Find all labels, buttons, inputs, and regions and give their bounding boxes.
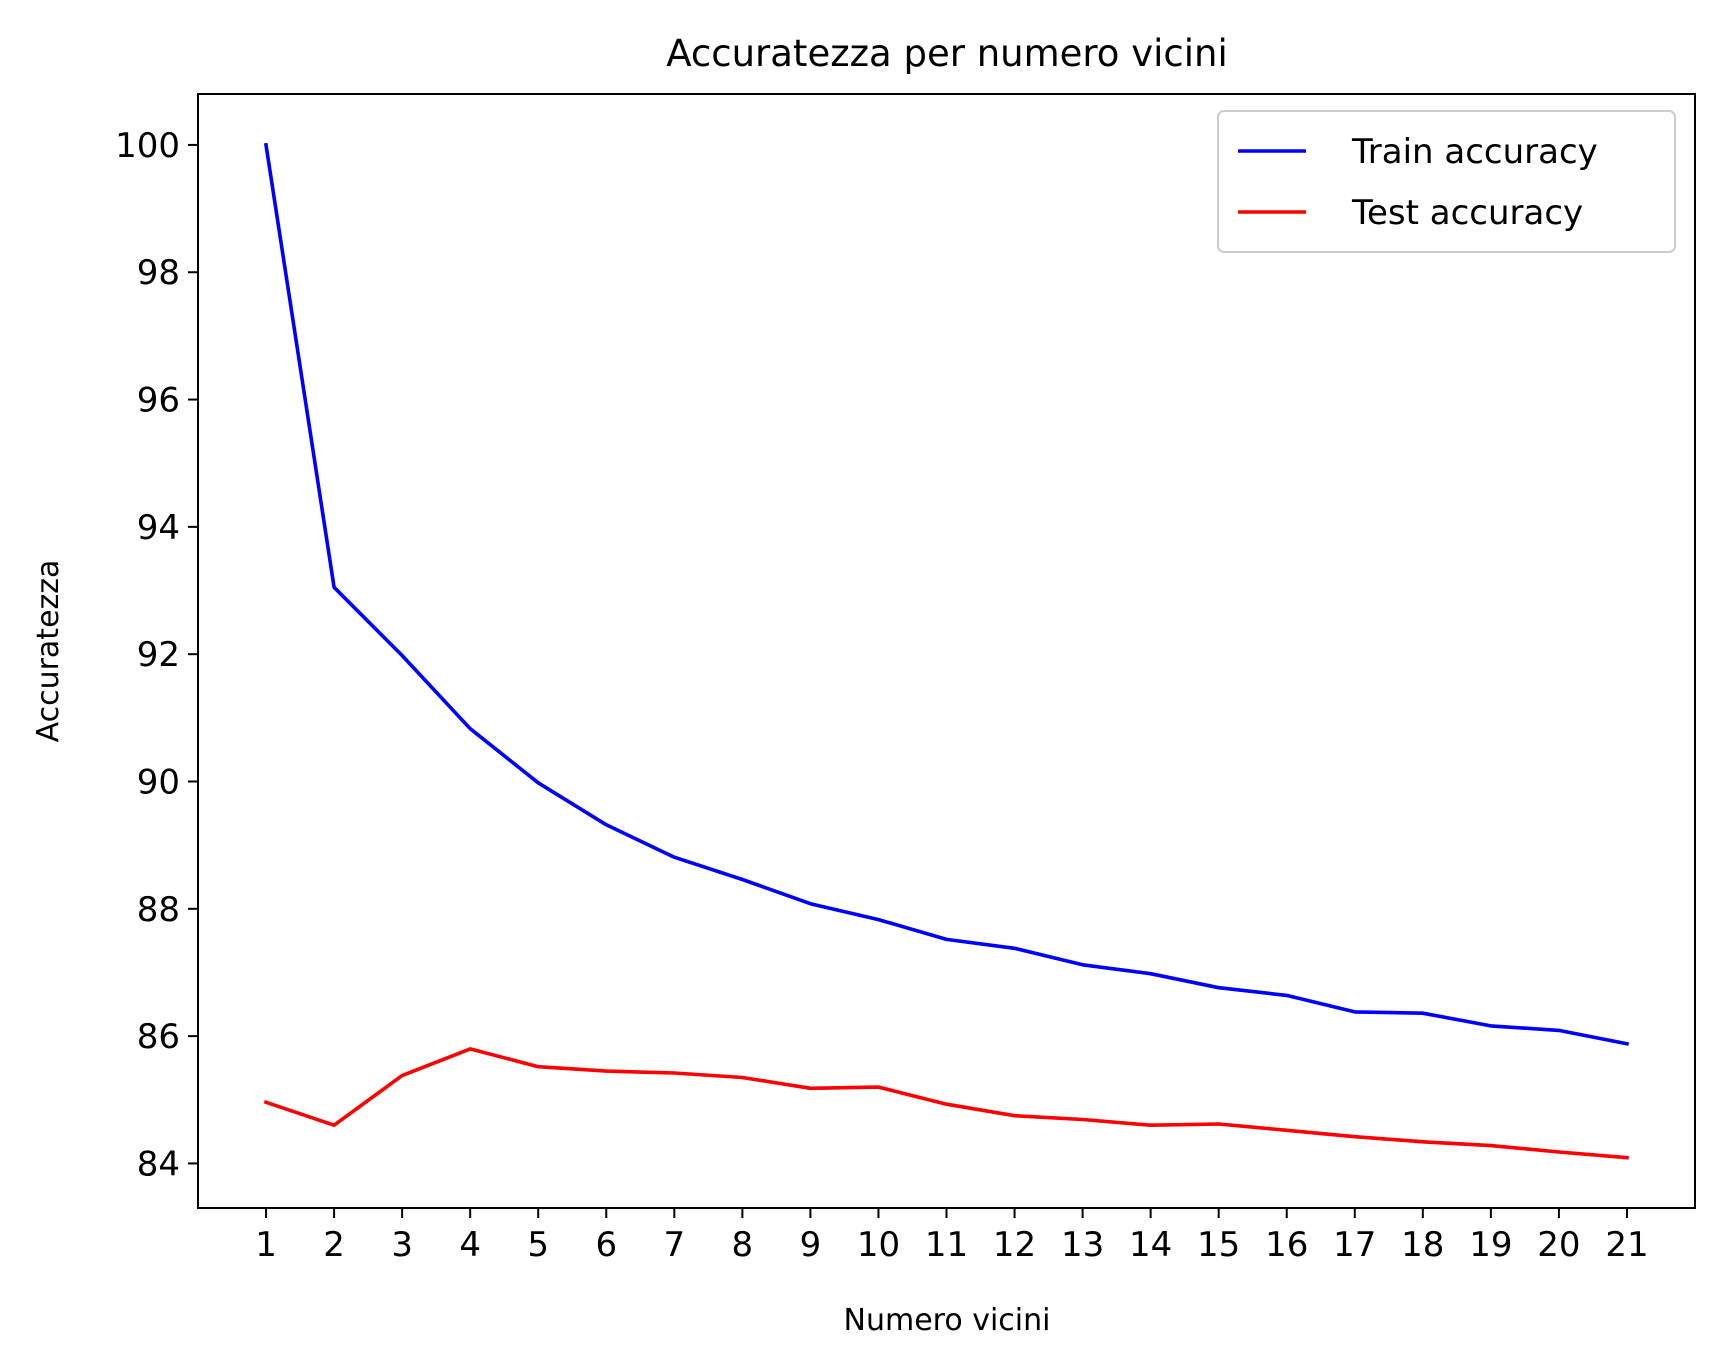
x-tick-label: 8: [732, 1225, 754, 1265]
x-tick-label: 11: [925, 1225, 968, 1265]
x-tick-label: 20: [1537, 1225, 1580, 1265]
y-tick-label: 88: [137, 890, 180, 930]
x-tick-label: 14: [1129, 1225, 1172, 1265]
x-tick-label: 10: [857, 1225, 900, 1265]
x-tick-label: 15: [1197, 1225, 1240, 1265]
x-tick-label: 12: [993, 1225, 1036, 1265]
chart-title: Accuratezza per numero vicini: [666, 32, 1228, 75]
x-tick-label: 7: [663, 1225, 685, 1265]
legend: Train accuracy Test accuracy: [1217, 110, 1676, 253]
y-tick-label: 98: [137, 253, 180, 293]
x-tick-label: 6: [595, 1225, 617, 1265]
x-tick-label: 4: [459, 1225, 481, 1265]
x-tick-label: 13: [1061, 1225, 1104, 1265]
series-line: [263, 1047, 1629, 1160]
y-tick-label: 96: [137, 381, 180, 421]
x-tick-label: 2: [323, 1225, 345, 1265]
x-tick-label: 1: [255, 1225, 277, 1265]
x-tick-label: 19: [1469, 1225, 1512, 1265]
y-tick-label: 94: [137, 508, 180, 548]
y-tick-label: 100: [115, 126, 180, 166]
y-axis: 84 86 88 90 92 94 96 98 100: [115, 126, 198, 1184]
x-tick-label: 5: [527, 1225, 549, 1265]
y-tick-label: 90: [137, 762, 180, 802]
series-line: [263, 142, 1630, 1046]
plot-area: [263, 142, 1630, 1160]
x-tick-label: 16: [1265, 1225, 1308, 1265]
x-tick-label: 17: [1333, 1225, 1376, 1265]
legend-entry-label: Test accuracy: [1351, 193, 1583, 233]
x-tick-label: 21: [1605, 1225, 1648, 1265]
y-tick-label: 84: [137, 1144, 180, 1184]
y-tick-label: 92: [137, 635, 180, 675]
x-tick-label: 9: [800, 1225, 822, 1265]
y-axis-label: Accuratezza: [31, 560, 66, 743]
y-tick-label: 86: [137, 1017, 180, 1057]
x-axis: 1 2 3 4 5 6 7 8 9 10 11 12 13 14 15 16 17 18 19 20 21: [255, 1208, 1649, 1265]
legend-entry-label: Train accuracy: [1351, 132, 1598, 172]
x-tick-label: 18: [1401, 1225, 1444, 1265]
x-axis-label: Numero vicini: [844, 1303, 1051, 1338]
legend-box: [1217, 110, 1676, 253]
x-tick-label: 3: [391, 1225, 413, 1265]
